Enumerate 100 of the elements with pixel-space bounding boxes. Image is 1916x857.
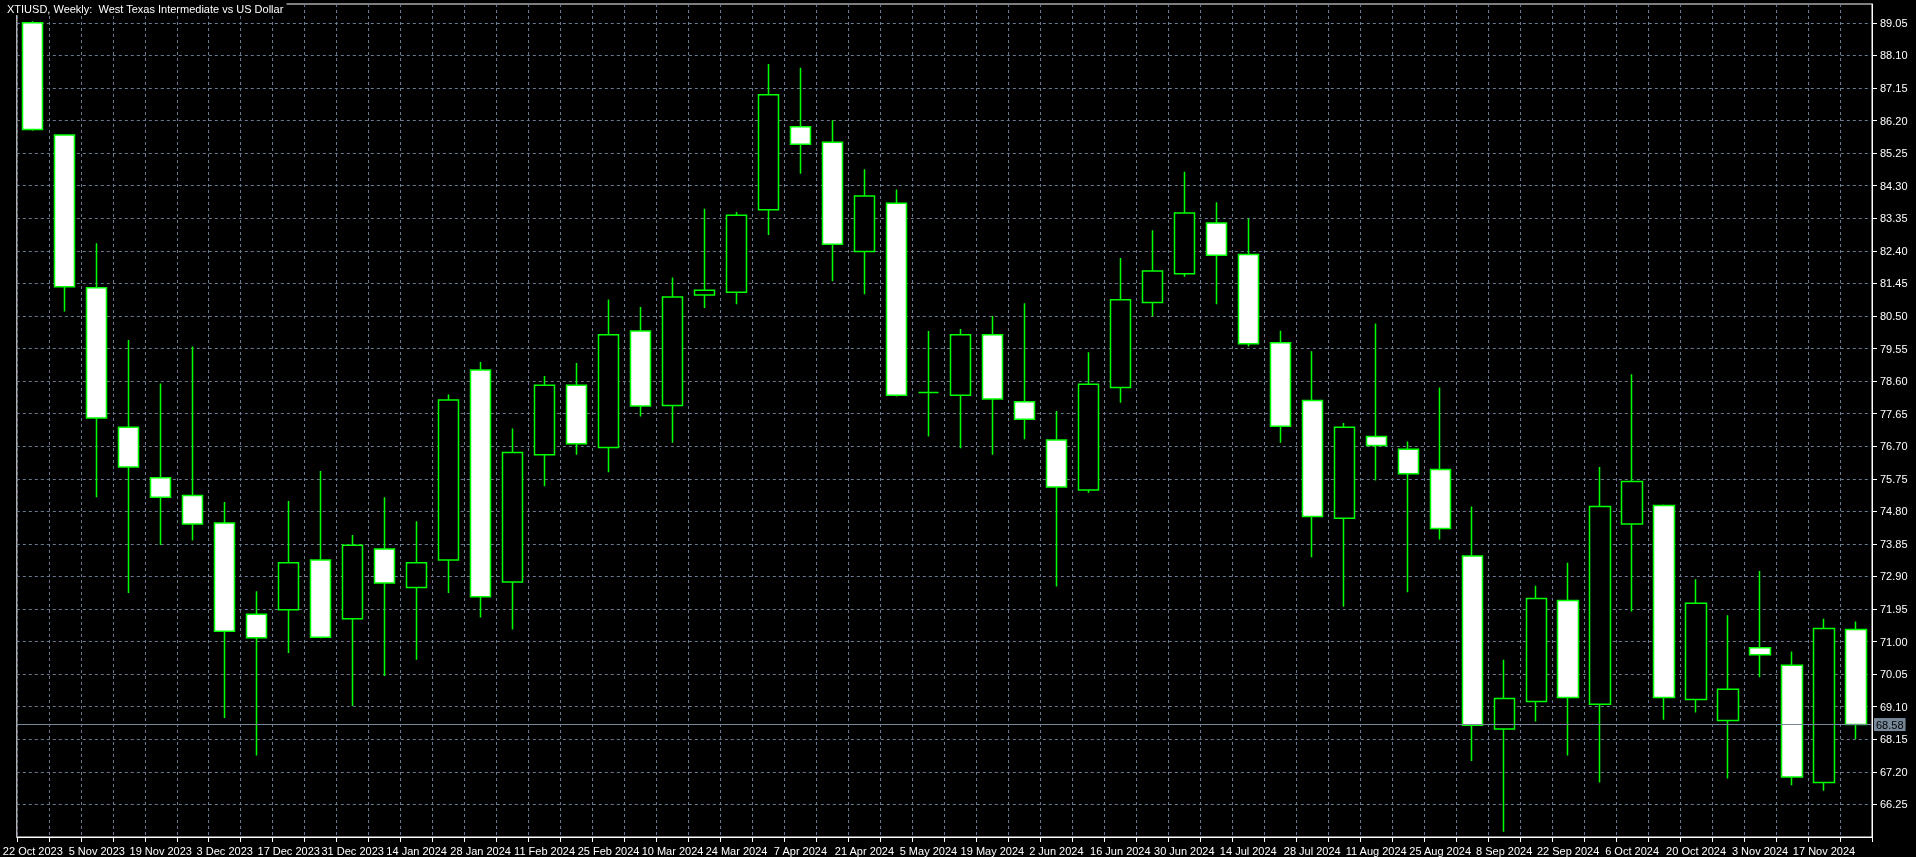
y-tick-label: 76.70: [1880, 440, 1908, 453]
candlestick: [341, 534, 364, 707]
ref-line-label: 68.58: [1876, 718, 1904, 731]
y-tick-label: 77.65: [1880, 407, 1908, 420]
candlestick: [661, 276, 684, 444]
candlestick: [181, 345, 204, 542]
x-tick-label: 17 Nov 2024: [1792, 844, 1856, 857]
candlestick: [789, 67, 812, 175]
y-tick-label: 70.05: [1880, 668, 1908, 681]
candlestick: [149, 382, 172, 546]
candlestick: [21, 20, 44, 132]
candlestick: [821, 119, 844, 283]
y-tick-label: 68.15: [1880, 733, 1908, 746]
chart-title: XTIUSD, Weekly: West Texas Intermediate vs US Dollar: [7, 2, 284, 15]
y-tick-label: 71.00: [1880, 635, 1908, 648]
candlestick: [949, 328, 972, 450]
candlestick: [853, 168, 876, 296]
y-tick-label: 87.15: [1880, 81, 1908, 94]
x-tick-label: 11 Aug 2024: [1345, 844, 1407, 857]
candlestick: [1780, 650, 1804, 786]
y-tick-label: 67.20: [1880, 765, 1908, 778]
x-tick-label: 11 Feb 2024: [514, 844, 576, 857]
candlestick: [1525, 584, 1548, 723]
candlestick: [85, 242, 108, 499]
candlestick: [1493, 659, 1516, 833]
x-tick-label: 22 Sep 2024: [1536, 844, 1600, 857]
candlestick: [1397, 440, 1420, 593]
candlestick: [373, 496, 396, 677]
candlestick: [1237, 217, 1260, 348]
candlestick: [1812, 617, 1836, 792]
candlestick: [1844, 620, 1868, 740]
x-tick-label: 14 Jul 2024: [1219, 844, 1277, 857]
candlestick: [501, 427, 524, 631]
y-tick-label: 84.30: [1880, 179, 1908, 192]
y-tick-label: 69.10: [1880, 700, 1908, 713]
y-tick-label: 80.50: [1880, 309, 1908, 322]
candlestick: [597, 298, 620, 474]
candlestick: [725, 211, 748, 306]
candlestick: [469, 361, 492, 619]
x-tick-label: 25 Aug 2024: [1409, 844, 1472, 857]
x-tick-label: 31 Dec 2023: [321, 844, 384, 857]
candlestick: [213, 501, 236, 719]
candlestick: [437, 393, 460, 594]
x-tick-label: 8 Sep 2024: [1476, 844, 1533, 857]
y-tick-label: 88.10: [1880, 49, 1908, 62]
x-tick-label: 24 Mar 2024: [705, 844, 768, 857]
candlestick: [1077, 351, 1100, 494]
x-tick-label: 2 Jun 2024: [1029, 844, 1084, 857]
x-tick-label: 20 Oct 2024: [1666, 844, 1727, 857]
candlestick: [1205, 201, 1228, 306]
x-tick-label: 5 May 2024: [899, 844, 958, 857]
candlestick: [1684, 578, 1708, 714]
y-tick-label: 86.20: [1880, 114, 1908, 127]
candlestick: [981, 315, 1004, 456]
y-tick-label: 66.25: [1880, 798, 1908, 811]
x-tick-label: 10 Mar 2024: [641, 844, 704, 857]
candlestick: [245, 590, 268, 757]
x-tick-label: 21 Apr 2024: [834, 844, 895, 857]
candlestick: [1109, 257, 1132, 404]
candlestick: [1013, 302, 1036, 441]
candlestick: [1556, 562, 1580, 757]
x-tick-label: 19 Nov 2023: [129, 844, 192, 857]
candlestick: [1365, 322, 1388, 482]
candlestick: [405, 520, 428, 661]
candlestick: [1173, 170, 1196, 278]
y-tick-label: 72.90: [1880, 570, 1908, 583]
y-tick-label: 85.25: [1880, 147, 1908, 160]
y-tick-label: 89.05: [1880, 16, 1908, 29]
candlestick: [1652, 503, 1676, 721]
candlestick: [1269, 329, 1292, 444]
y-tick-label: 83.35: [1880, 212, 1908, 225]
x-tick-label: 14 Jan 2024: [386, 844, 447, 857]
candlestick: [885, 188, 908, 398]
candlestick: [629, 306, 652, 418]
x-tick-label: 6 Oct 2024: [1605, 844, 1660, 857]
x-tick-label: 16 Jun 2024: [1090, 844, 1151, 857]
x-tick-label: 19 May 2024: [960, 844, 1025, 857]
candlestick: [277, 500, 300, 654]
y-tick-label: 82.40: [1880, 244, 1908, 257]
candlestick: [565, 362, 588, 456]
candlestick: [693, 207, 716, 309]
candlestick: [1301, 350, 1324, 559]
y-tick-label: 73.85: [1880, 537, 1908, 550]
candlestick: [1588, 466, 1612, 784]
y-tick-label: 74.80: [1880, 505, 1908, 518]
y-tick-label: 71.95: [1880, 603, 1908, 616]
candlestick: [917, 330, 940, 438]
candlestick: [1333, 422, 1356, 608]
candlestick: [1429, 386, 1452, 541]
y-tick-label: 79.55: [1880, 342, 1908, 355]
x-tick-label: 7 Apr 2024: [773, 844, 828, 857]
x-tick-label: 3 Nov 2024: [1731, 844, 1789, 857]
candlestick: [1461, 505, 1484, 762]
candlestick: [757, 63, 780, 236]
candlestick: [1716, 614, 1740, 780]
x-tick-label: 3 Dec 2023: [196, 844, 253, 857]
y-tick-label: 75.75: [1880, 472, 1908, 485]
x-tick-label: 28 Jan 2024: [450, 844, 511, 857]
candlestick: [309, 470, 332, 639]
candlestick: [53, 133, 76, 313]
